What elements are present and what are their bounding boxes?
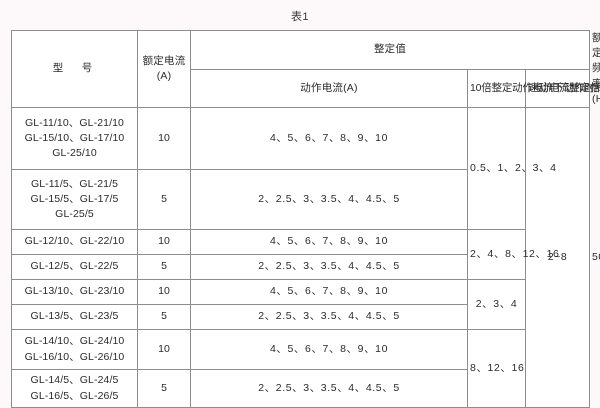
model-line: GL-25/5	[55, 208, 94, 221]
cell-quick-current-multiple: 2~8	[524, 107, 591, 408]
cell-rated-current: 5	[137, 304, 191, 331]
table-body: GL-11/10、GL-21/10 GL-15/10、GL-17/10 GL-25/…	[11, 107, 600, 408]
table-row: GL-13/10、GL-23/10 10 4、5、6、7、8、9、10 2、3、4	[11, 279, 590, 331]
cell-operating-time: 2、3、4	[467, 279, 526, 331]
model-line: GL-16/10、GL-26/10	[24, 350, 125, 363]
table-row: GL-13/5、GL-23/5 5 2、2.5、3、3.5、4、4.5、5	[11, 304, 590, 331]
column-header-operating-time: 10倍整定动作电流下动作时间(S)	[467, 68, 600, 109]
column-header-quick-current-multiple: 速动电流整定倍数	[524, 68, 600, 109]
column-header-model: 型 号	[11, 29, 138, 109]
cell-rated-current: 5	[137, 169, 191, 231]
cell-operating-time: 0.5、1、2、3、4	[467, 107, 556, 231]
model-line: GL-25/10	[52, 147, 97, 160]
cell-model: GL-12/10、GL-22/10	[11, 229, 138, 256]
cell-operating-current: 4、5、6、7、8、9、10	[190, 329, 468, 371]
table-row: GL-14/10、GL-24/10 GL-16/10、GL-26/10 10 4、5、…	[11, 329, 590, 408]
table-caption: 表1	[290, 11, 310, 23]
cell-operating-time: 8、12、16	[467, 329, 526, 408]
cell-model: GL-13/10、GL-23/10	[11, 279, 138, 306]
model-line: GL-16/5、GL-26/5	[30, 389, 119, 402]
cell-model: GL-11/5、GL-21/5 GL-15/5、GL-17/5 GL-25/5	[11, 169, 138, 231]
model-line: GL-11/5、GL-21/5	[30, 177, 119, 190]
table-header: 型 号 额定电流(A) 整定值 额定频率(Hz) 动作电流(A) 10倍整定动作…	[11, 29, 600, 109]
cell-operating-current: 2、2.5、3、3.5、4、4.5、5	[190, 169, 468, 231]
relay-specification-table: 型 号 额定电流(A) 整定值 额定频率(Hz) 动作电流(A) 10倍整定动作…	[11, 29, 600, 408]
cell-rated-current: 5	[137, 254, 191, 281]
cell-model: GL-11/10、GL-21/10 GL-15/10、GL-17/10 GL-25/…	[11, 107, 138, 171]
model-line: GL-11/10、GL-21/10	[25, 116, 124, 129]
column-header-operating-current: 动作电流(A)	[190, 68, 468, 109]
model-line: GL-14/5、GL-24/5	[30, 374, 119, 387]
cell-rated-current: 10	[137, 229, 191, 256]
header-row-top: 型 号 额定电流(A) 整定值 额定频率(Hz)	[11, 29, 600, 109]
cell-model: GL-14/5、GL-24/5 GL-16/5、GL-26/5	[11, 369, 138, 408]
model-line: GL-15/10、GL-17/10	[24, 131, 125, 144]
model-line: GL-15/5、GL-17/5	[30, 192, 119, 205]
cell-rated-current: 5	[137, 369, 191, 408]
cell-operating-current: 4、5、6、7、8、9、10	[190, 279, 468, 306]
model-line: GL-12/5、GL-22/5	[30, 260, 119, 273]
header-row-sub: 动作电流(A) 10倍整定动作电流下动作时间(S) 速动电流整定倍数	[12, 68, 600, 109]
cell-rated-current: 10	[137, 107, 191, 171]
model-line: GL-12/10、GL-22/10	[24, 235, 125, 248]
table-row: GL-12/10、GL-22/10 10 4、5、6、7、8、9、10 2、4、8、1…	[11, 229, 590, 281]
cell-model: GL-14/10、GL-24/10 GL-16/10、GL-26/10	[11, 329, 138, 371]
cell-operating-current: 2、2.5、3、3.5、4、4.5、5	[190, 304, 468, 331]
cell-operating-current: 4、5、6、7、8、9、10	[190, 107, 468, 171]
cell-model: GL-12/5、GL-22/5	[11, 254, 138, 281]
cell-operating-current: 2、2.5、3、3.5、4、4.5、5	[190, 369, 468, 408]
model-line: GL-13/10、GL-23/10	[24, 285, 125, 298]
model-line: GL-13/5、GL-23/5	[30, 310, 119, 323]
column-header-rated-current: 额定电流(A)	[137, 29, 191, 109]
cell-rated-current: 10	[137, 329, 191, 371]
column-header-setting-value: 整定值	[189, 30, 591, 70]
cell-rated-current: 10	[137, 279, 191, 306]
model-line: GL-14/10、GL-24/10	[24, 335, 125, 348]
cell-operating-time: 2、4、8、12、16	[467, 229, 559, 281]
cell-model: GL-13/5、GL-23/5	[11, 304, 138, 331]
table-row: GL-11/10、GL-21/10 GL-15/10、GL-17/10 GL-25/…	[11, 107, 600, 408]
cell-operating-current: 2、2.5、3、3.5、4、4.5、5	[190, 254, 468, 281]
cell-operating-current: 4、5、6、7、8、9、10	[190, 229, 468, 256]
